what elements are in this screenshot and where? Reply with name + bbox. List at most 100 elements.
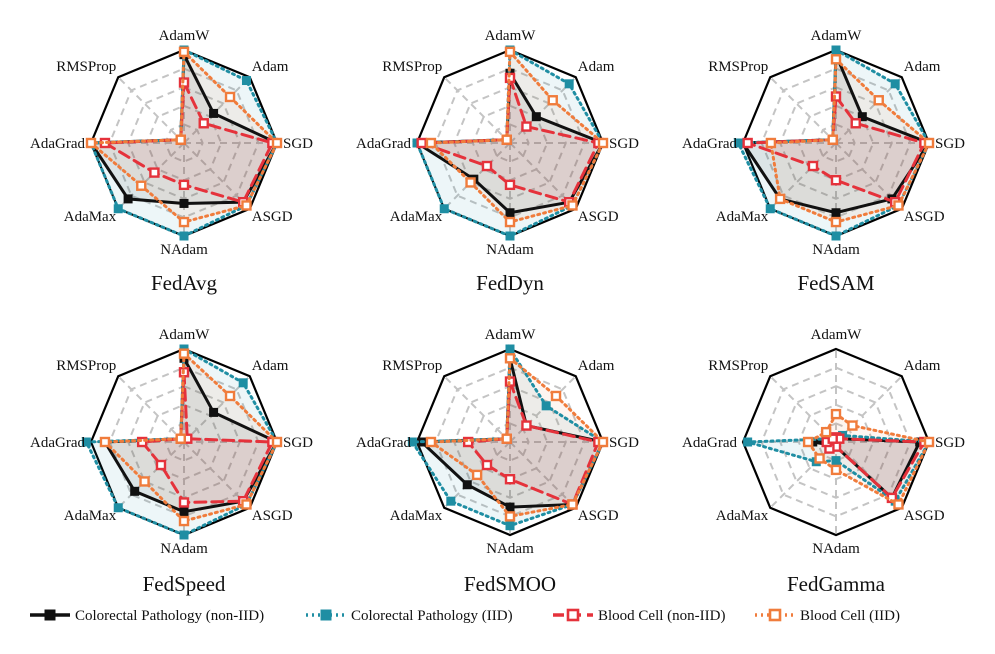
axis-label-adamax: AdaMax xyxy=(390,508,443,524)
axis-label-adam: Adam xyxy=(252,59,289,75)
data-point-colorectal-pathology-non-iid-adamax xyxy=(462,480,472,490)
axis-label-adamw: AdamW xyxy=(159,327,211,343)
grid-ring xyxy=(434,67,586,219)
data-point-blood-cell-iid-asgd xyxy=(241,499,252,510)
legend-label: Blood Cell (non-IID) xyxy=(598,608,725,624)
axis-label-rmsprop: RMSProp xyxy=(56,358,116,374)
data-point-colorectal-pathology-iid-nadam xyxy=(831,231,841,241)
data-point-colorectal-pathology-non-iid-nadam xyxy=(831,208,841,218)
grid-ring xyxy=(108,366,260,518)
axis-label-adamax: AdaMax xyxy=(716,508,769,524)
axis-label-asgd: ASGD xyxy=(904,209,945,225)
data-point-blood-cell-iid-rmsprop xyxy=(175,134,186,145)
axis-label-adam: Adam xyxy=(578,358,615,374)
outer-frame xyxy=(415,347,605,537)
series-area-colorectal-pathology-non-iid xyxy=(812,437,920,498)
data-point-colorectal-pathology-non-iid-adam xyxy=(209,108,219,118)
data-point-blood-cell-iid-adam xyxy=(873,95,884,106)
chart-title: FedAvg xyxy=(151,271,218,295)
data-point-blood-cell-iid-adagrad xyxy=(99,436,111,448)
data-point-blood-cell-iid-nadam xyxy=(504,511,516,522)
data-point-blood-cell-iid-adam xyxy=(224,91,236,103)
data-point-blood-cell-iid-adam xyxy=(547,95,558,106)
series-area-blood-cell-iid xyxy=(430,358,603,517)
outer-frame xyxy=(741,347,931,537)
data-point-colorectal-pathology-iid-adamw xyxy=(505,344,515,354)
data-point-colorectal-pathology-iid-nadam xyxy=(505,521,515,531)
grid-ring xyxy=(816,123,856,163)
legend-marker xyxy=(566,608,580,622)
axis-label-asgd: ASGD xyxy=(578,508,619,524)
series-area-blood-cell-iid xyxy=(770,59,929,223)
data-point-blood-cell-iid-adagrad xyxy=(85,137,97,149)
data-point-blood-cell-non-iid-adagrad xyxy=(742,137,753,149)
axis-label-adagrad: AdaGrad xyxy=(682,136,737,152)
data-point-blood-cell-iid-rmsprop xyxy=(501,433,512,444)
data-point-blood-cell-iid-adagrad xyxy=(425,137,437,149)
data-point-blood-cell-iid-adamw xyxy=(830,54,842,65)
data-point-colorectal-pathology-iid-nadam xyxy=(505,231,515,241)
data-point-blood-cell-non-iid-rmsprop xyxy=(827,433,838,444)
axis-label-rmsprop: RMSProp xyxy=(382,59,442,75)
grid-ring xyxy=(453,385,567,499)
data-point-blood-cell-non-iid-adam xyxy=(198,118,209,129)
data-point-blood-cell-iid-rmsprop xyxy=(501,134,512,145)
data-point-blood-cell-iid-adamax xyxy=(465,177,476,188)
data-point-blood-cell-iid-asgd xyxy=(893,499,904,510)
legend-label: Blood Cell (IID) xyxy=(800,608,900,624)
data-point-blood-cell-iid-sgd xyxy=(923,137,935,149)
grid-spoke xyxy=(509,441,577,509)
grid-ring xyxy=(779,86,893,200)
data-point-colorectal-pathology-iid-adagrad xyxy=(81,437,91,447)
axis-label-adamax: AdaMax xyxy=(64,508,117,524)
grid-ring xyxy=(127,86,241,200)
data-point-blood-cell-non-iid-adam xyxy=(850,118,861,129)
axis-label-adamw: AdamW xyxy=(811,327,863,343)
data-point-blood-cell-iid-adamw xyxy=(178,46,190,58)
grid-spoke xyxy=(183,76,251,144)
data-point-blood-cell-iid-asgd xyxy=(567,499,578,510)
axis-label-rmsprop: RMSProp xyxy=(382,358,442,374)
data-point-blood-cell-non-iid-adamax xyxy=(155,459,167,471)
series-line-blood-cell-non-iid xyxy=(747,92,927,205)
axis-label-adamax: AdaMax xyxy=(390,209,443,225)
axis-label-sgd: SGD xyxy=(935,136,965,152)
data-point-blood-cell-iid-sgd xyxy=(271,436,283,448)
grid-spoke xyxy=(117,441,185,509)
data-point-blood-cell-iid-rmsprop xyxy=(827,134,838,145)
data-point-colorectal-pathology-non-iid-nadam xyxy=(179,198,189,208)
axis-label-nadam: NAdam xyxy=(486,541,534,557)
grid-ring xyxy=(434,366,586,518)
data-point-colorectal-pathology-non-iid-nadam xyxy=(505,208,515,218)
axis-label-adagrad: AdaGrad xyxy=(682,435,737,451)
legend-item-blood-cell-non-iid: Blood Cell (non-IID) xyxy=(553,608,725,624)
grid-spoke xyxy=(509,375,577,443)
data-point-colorectal-pathology-iid-adamax xyxy=(113,204,123,214)
data-point-blood-cell-non-iid-adamax xyxy=(481,160,493,172)
grid-spoke xyxy=(443,375,511,443)
data-point-blood-cell-non-iid-adam xyxy=(521,121,532,132)
data-point-colorectal-pathology-iid-nadam xyxy=(179,530,189,540)
data-point-blood-cell-iid-sgd xyxy=(271,137,283,149)
data-point-colorectal-pathology-iid-adamax xyxy=(446,496,456,506)
axis-label-adamw: AdamW xyxy=(485,327,537,343)
data-point-colorectal-pathology-iid-adamax xyxy=(765,204,775,214)
series-area-colorectal-pathology-non-iid xyxy=(743,54,929,213)
data-point-colorectal-pathology-non-iid-nadam xyxy=(505,502,515,512)
legend-marker xyxy=(320,609,332,621)
axis-label-nadam: NAdam xyxy=(812,242,860,258)
series-area-blood-cell-non-iid xyxy=(468,381,599,505)
data-point-colorectal-pathology-iid-nadam xyxy=(831,456,841,466)
data-point-colorectal-pathology-non-iid-nadam xyxy=(179,507,189,517)
axis-label-sgd: SGD xyxy=(283,136,313,152)
data-point-colorectal-pathology-non-iid-adamax xyxy=(123,194,133,204)
data-point-blood-cell-iid-rmsprop xyxy=(175,433,186,444)
series-area-blood-cell-non-iid xyxy=(104,82,273,203)
grid-spoke xyxy=(117,375,185,443)
data-point-blood-cell-iid-adamw xyxy=(178,348,190,359)
chart-title: FedSpeed xyxy=(143,572,226,596)
axis-label-adam: Adam xyxy=(578,59,615,75)
data-point-blood-cell-iid-adam xyxy=(847,420,858,431)
axis-label-asgd: ASGD xyxy=(252,209,293,225)
legend-item-colorectal-pathology-non-iid: Colorectal Pathology (non-IID) xyxy=(30,608,264,624)
